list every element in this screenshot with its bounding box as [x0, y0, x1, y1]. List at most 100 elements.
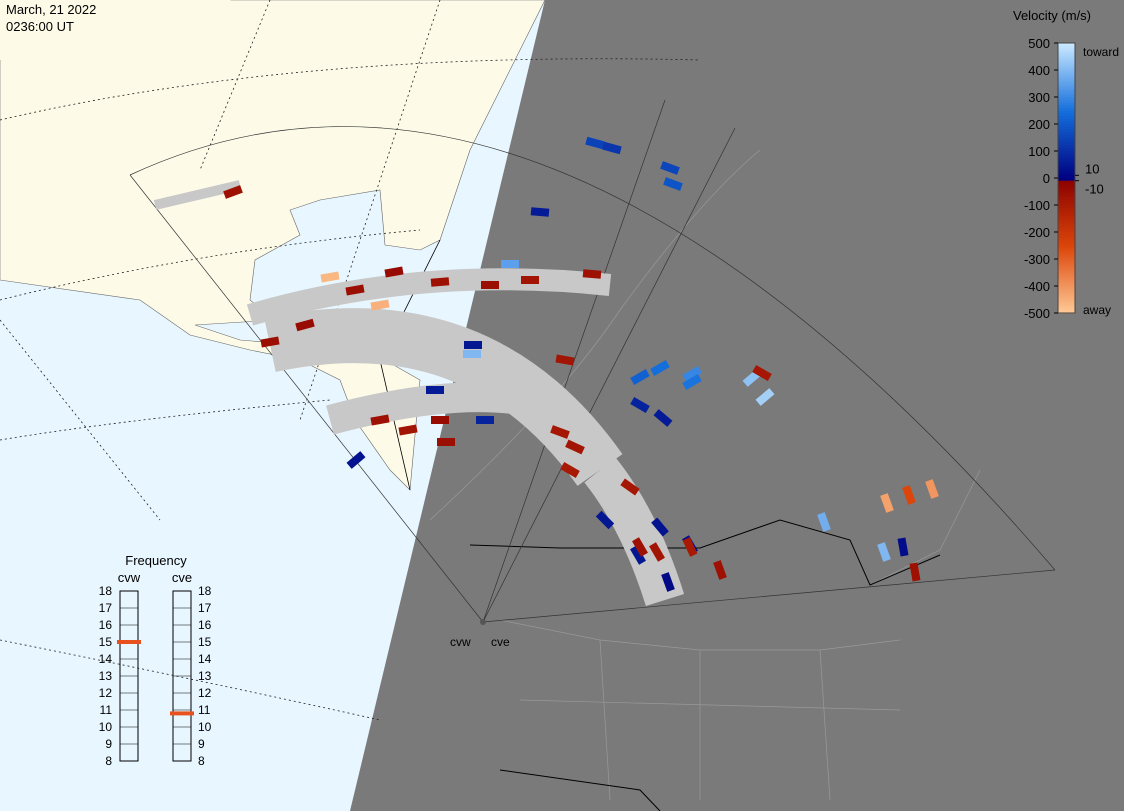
frequency-tick-label: 17	[99, 601, 113, 615]
colorbar-segment	[1058, 186, 1075, 190]
colorbar-segment	[1058, 307, 1075, 311]
echo-cell	[880, 493, 894, 513]
echo-cell	[663, 177, 683, 191]
echo-cell	[620, 478, 640, 496]
echo-cell	[426, 386, 444, 394]
echo-cell	[398, 424, 418, 436]
echo-cell	[630, 545, 646, 565]
colorbar-tick-label: 10	[1085, 161, 1099, 176]
colorbar-segment	[1058, 113, 1075, 117]
colorbar-segment	[1058, 75, 1075, 79]
echo-cell	[464, 341, 482, 349]
radar-label: cvw	[450, 635, 471, 649]
echo-cell	[430, 277, 450, 287]
colorbar-segment	[1058, 175, 1075, 179]
colorbar-segment	[1058, 194, 1075, 198]
echo-cell	[752, 365, 772, 381]
echo-cell	[370, 414, 390, 426]
echo-cell	[649, 542, 665, 562]
colorbar-segment	[1058, 134, 1075, 139]
colorbar-segment	[1058, 132, 1075, 136]
night-region	[350, 0, 1124, 811]
colorbar-tick-label: 0	[1043, 171, 1050, 186]
colorbar-segment	[1058, 205, 1075, 209]
echo-cell	[682, 366, 702, 382]
colorbar-segment	[1058, 191, 1075, 195]
echo-cell	[650, 360, 670, 376]
echo-cell	[501, 260, 519, 268]
us-canada-border	[469, 519, 941, 586]
colorbar-segment	[1058, 234, 1075, 238]
echo-cell	[346, 451, 366, 469]
colorbar-segment	[1058, 121, 1075, 125]
colorbar-segment	[1058, 207, 1075, 211]
graticule	[0, 0, 701, 721]
colorbar-segment	[1058, 53, 1075, 58]
colorbar-segment	[1058, 232, 1075, 236]
colorbar-segment	[1058, 48, 1075, 52]
colorbar-segment	[1058, 45, 1075, 49]
colorbar-segment	[1058, 126, 1075, 130]
colorbar-segment	[1058, 242, 1075, 247]
frequency-tick-label: 18	[198, 584, 212, 598]
echo-cell	[223, 185, 243, 199]
echo-cell	[632, 537, 648, 557]
colorbar-segment	[1058, 61, 1075, 66]
echo-cell	[431, 416, 449, 424]
frequency-tick-label: 17	[198, 601, 212, 615]
colorbar-segment	[1058, 148, 1075, 152]
colorbar-tick-label: -200	[1024, 225, 1050, 240]
echo-cell	[437, 438, 455, 446]
radar-site	[480, 619, 486, 625]
colorbar-segment	[1058, 86, 1075, 90]
echo-cell	[602, 141, 622, 155]
colorbar-toward: toward	[1083, 45, 1119, 59]
frequency-tick-label: 16	[198, 618, 212, 632]
colorbar-segment	[1058, 264, 1075, 268]
colorbar-segment	[1058, 310, 1075, 314]
echo-cell	[345, 284, 365, 296]
frequency-tick-label: 15	[99, 635, 113, 649]
frequency-tick-label: 14	[99, 652, 113, 666]
echo-cell	[295, 318, 315, 332]
colorbar-segment	[1058, 277, 1075, 282]
frequency-tick-label: 11	[198, 703, 211, 717]
echoes	[223, 136, 939, 592]
colorbar-segment	[1058, 296, 1075, 301]
echo-cell	[521, 276, 539, 284]
frequency-marker	[117, 640, 141, 644]
echo-cell	[817, 512, 831, 532]
echo-cell	[661, 572, 675, 592]
colorbar-segment	[1058, 169, 1075, 174]
frequency-marker	[170, 711, 194, 716]
colorbar-tick-label: 400	[1028, 63, 1050, 78]
echo-cell	[755, 388, 775, 406]
frequency-tick-label: 13	[198, 669, 212, 683]
colorbar-segment	[1058, 88, 1075, 93]
colorbar-tick-label: -500	[1024, 306, 1050, 321]
colorbar-segment	[1058, 202, 1075, 206]
colorbar-segment	[1058, 56, 1075, 60]
frequency-tick-label: 8	[105, 754, 112, 768]
frequency-tick-label: 10	[99, 720, 113, 734]
frequency-tick-label: 9	[198, 737, 205, 751]
colorbar-segment	[1058, 223, 1075, 228]
colorbar-segment	[1058, 51, 1075, 55]
colorbar-segment	[1058, 245, 1075, 249]
colorbar-segment	[1058, 261, 1075, 265]
echo-cell	[582, 269, 602, 279]
colorbar-segment	[1058, 304, 1075, 309]
colorbar-segment	[1058, 286, 1075, 290]
colorbar-segment	[1058, 80, 1075, 85]
colorbar-segment	[1058, 99, 1075, 103]
colorbar-segment	[1058, 64, 1075, 68]
time: 0236:00 UT	[6, 19, 74, 34]
colorbar-segment	[1058, 267, 1075, 271]
colorbar-segment	[1058, 161, 1075, 166]
date: March, 21 2022	[6, 2, 96, 17]
colorbar-segment	[1058, 250, 1075, 255]
colorbar-segment	[1058, 129, 1075, 133]
colorbar-segment	[1058, 83, 1075, 87]
colorbar-tick-label: -100	[1024, 198, 1050, 213]
colorbar-segment	[1058, 72, 1075, 76]
